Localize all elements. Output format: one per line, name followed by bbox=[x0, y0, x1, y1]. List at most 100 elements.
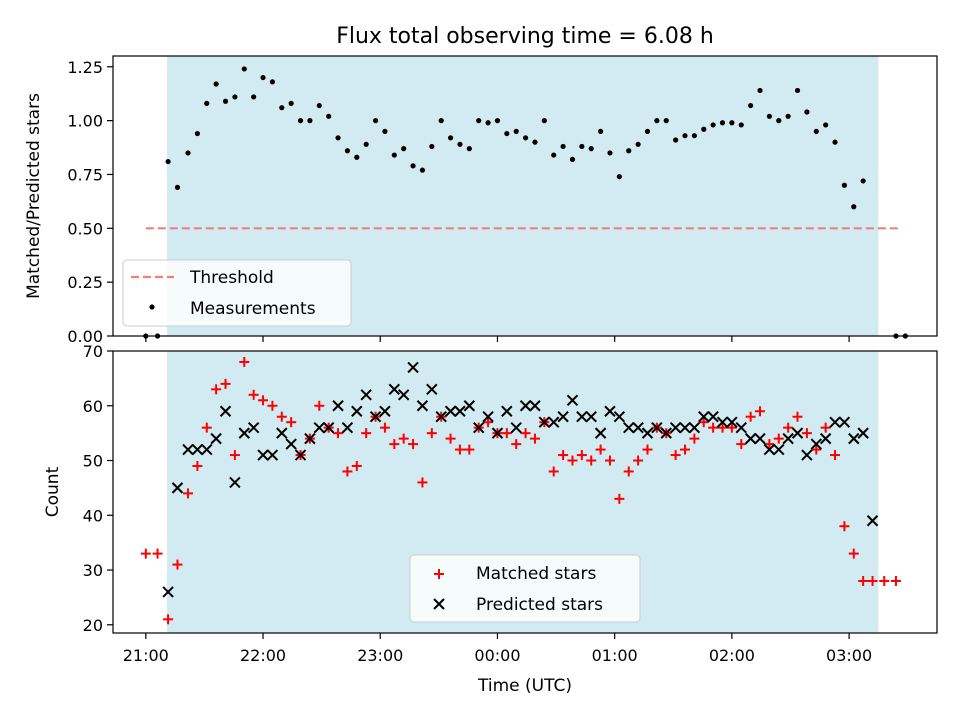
matched-star-point bbox=[642, 444, 653, 455]
predicted-star-point bbox=[397, 389, 410, 401]
predicted-star-point bbox=[763, 443, 776, 456]
predicted-star-point bbox=[191, 443, 204, 456]
bottom-y-tick-label: 30 bbox=[83, 561, 103, 580]
measurement-point bbox=[419, 167, 426, 173]
measurement-point bbox=[438, 118, 444, 124]
predicted-star-point bbox=[651, 421, 663, 434]
measurement-point bbox=[766, 113, 772, 119]
predicted-star-point bbox=[791, 427, 804, 439]
bottom-x-tick-label: 01:00 bbox=[592, 646, 638, 665]
predicted-star-point bbox=[848, 432, 860, 445]
measurement-point bbox=[682, 133, 688, 139]
predicted-star-point bbox=[557, 411, 569, 423]
matched-star-point bbox=[314, 400, 325, 411]
measurement-point bbox=[532, 139, 538, 145]
predicted-star-point bbox=[219, 405, 232, 417]
matched-star-point bbox=[783, 422, 794, 433]
measurement-point bbox=[447, 135, 454, 141]
predicted-star-point bbox=[435, 411, 447, 423]
predicted-star-point bbox=[519, 400, 532, 412]
predicted-star-point bbox=[773, 443, 785, 456]
top-plot-frame bbox=[112, 55, 938, 337]
matched-star-point bbox=[201, 422, 212, 433]
predicted-star-point bbox=[341, 421, 354, 434]
matched-star-point bbox=[595, 444, 606, 455]
measurement-point bbox=[832, 139, 838, 145]
measurement-point bbox=[607, 150, 613, 156]
measurement-point bbox=[719, 120, 726, 126]
matched-star-point bbox=[389, 439, 400, 450]
predicted-star-point bbox=[426, 383, 438, 396]
measurement-point bbox=[551, 152, 557, 158]
measurement-point bbox=[372, 118, 379, 124]
matched-star-point bbox=[511, 439, 522, 450]
measurement-point bbox=[626, 148, 632, 154]
matched-stars-legend-marker bbox=[434, 569, 444, 579]
bottom-x-axis: 21:00 22:00 23:00 00:00 01:00 02:00 03:00 bbox=[123, 633, 872, 665]
predicted-star-point bbox=[276, 427, 288, 439]
matched-star-point bbox=[689, 433, 700, 444]
predicted-star-point bbox=[735, 421, 747, 434]
predicted-star-point bbox=[698, 411, 710, 423]
predicted-star-point bbox=[388, 383, 401, 396]
measurement-point bbox=[410, 163, 416, 169]
matched-star-point bbox=[163, 614, 174, 625]
measurement-point bbox=[279, 105, 285, 111]
measurement-point bbox=[616, 174, 622, 180]
predicted-star-point bbox=[304, 432, 316, 445]
measurement-point bbox=[738, 122, 744, 128]
matched-star-point bbox=[333, 428, 344, 439]
bottom-y-axis: 20 30 40 50 60 70 bbox=[83, 342, 113, 635]
predicted-stars-series bbox=[162, 361, 879, 598]
matched-star-point bbox=[858, 575, 869, 586]
top-legend-box bbox=[122, 259, 352, 327]
measurement-point bbox=[776, 118, 782, 124]
top-y-tick-label: 0.75 bbox=[67, 165, 103, 184]
measurement-point bbox=[785, 113, 791, 119]
predicted-star-point bbox=[247, 421, 260, 434]
measurement-point bbox=[494, 118, 501, 124]
measurement-point bbox=[174, 184, 181, 190]
matched-star-point bbox=[258, 395, 269, 406]
predicted-star-point bbox=[529, 400, 541, 412]
measurement-point bbox=[382, 128, 388, 134]
predicted-star-point bbox=[744, 432, 757, 445]
predicted-star-point bbox=[623, 421, 635, 434]
bottom-panel: 20 30 40 50 60 70 21:00 22:00 23:00 00:00 01:00 02… bbox=[43, 342, 938, 696]
predicted-stars-legend-swatch bbox=[433, 598, 445, 610]
predicted-star-point bbox=[162, 586, 174, 598]
matched-star-point bbox=[890, 575, 901, 586]
measurement-point bbox=[204, 100, 210, 106]
measurement-point bbox=[654, 118, 660, 124]
measurement-point bbox=[813, 128, 819, 134]
matched-star-point bbox=[867, 575, 878, 586]
predicted-star-point bbox=[294, 449, 307, 461]
matched-star-point bbox=[792, 411, 803, 422]
measurement-point bbox=[673, 137, 679, 143]
predicted-star-point bbox=[613, 411, 626, 423]
measurement-point bbox=[644, 128, 651, 134]
measurement-point bbox=[729, 120, 735, 126]
measurement-point bbox=[288, 100, 294, 106]
predicted-star-point bbox=[379, 405, 391, 417]
predicted-star-point bbox=[576, 411, 588, 423]
bottom-x-tick-label: 21:00 bbox=[123, 646, 169, 665]
top-x-ticks bbox=[145, 336, 850, 342]
measurement-point bbox=[335, 135, 341, 141]
matched-star-point bbox=[464, 444, 475, 455]
predicted-star-point bbox=[501, 405, 513, 417]
predicted-star-point bbox=[538, 416, 551, 428]
measurement-point bbox=[391, 152, 397, 158]
measurement-point bbox=[354, 154, 360, 160]
bottom-x-tick-label: 23:00 bbox=[357, 646, 403, 665]
measurement-point bbox=[757, 87, 763, 94]
measurements-legend-swatch bbox=[149, 304, 155, 310]
measurement-point bbox=[297, 118, 304, 124]
top-y-tick-label: 1.00 bbox=[67, 112, 103, 131]
measurement-point bbox=[241, 66, 247, 72]
predicted-star-point bbox=[669, 421, 682, 434]
bottom-legend: Matched stars Predicted stars bbox=[409, 554, 641, 623]
matched-star-point bbox=[811, 444, 822, 455]
matched-stars-legend-label: Matched stars bbox=[476, 564, 596, 584]
measurement-point bbox=[466, 146, 472, 152]
